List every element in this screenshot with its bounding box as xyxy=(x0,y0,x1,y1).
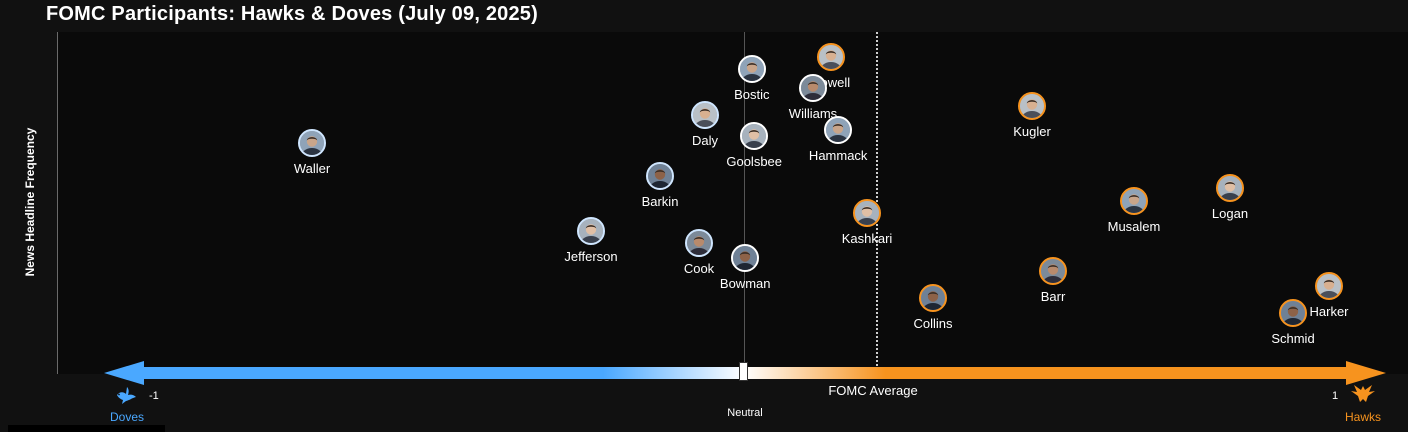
dove-arrow xyxy=(104,361,744,385)
neutral-marker xyxy=(739,362,748,381)
hawk-arrow xyxy=(744,361,1386,385)
left-tick-label: -1 xyxy=(149,390,159,402)
participant-name: Williams xyxy=(788,105,838,121)
participant-name: Collins xyxy=(913,316,953,332)
participant-name: Cook xyxy=(683,261,715,277)
y-axis-line xyxy=(57,32,58,374)
avatar xyxy=(919,284,947,313)
avatar xyxy=(1315,271,1343,300)
hawks-label: Hawks xyxy=(1345,410,1382,424)
participant-name: Harker xyxy=(1309,303,1349,319)
avatar xyxy=(1216,174,1244,203)
avatar xyxy=(685,229,713,258)
avatar xyxy=(853,198,881,227)
participant-name: Bostic xyxy=(734,87,770,103)
chart-title: FOMC Participants: Hawks & Doves (July 0… xyxy=(46,3,538,25)
participant-name: Logan xyxy=(1211,206,1249,222)
avatar xyxy=(731,244,760,273)
avatar xyxy=(817,43,845,72)
avatar xyxy=(691,101,719,130)
participant-name: Kugler xyxy=(1013,123,1051,139)
neutral-line xyxy=(744,32,745,374)
participant-name: Schmid xyxy=(1271,331,1315,347)
fomc-average-label: FOMC Average xyxy=(828,383,918,398)
avatar xyxy=(577,217,605,245)
participant-name: Barr xyxy=(1040,288,1066,304)
avatar xyxy=(1120,186,1148,215)
footer-bar xyxy=(8,425,165,432)
participant-name: Goolsbee xyxy=(726,154,783,170)
avatar xyxy=(1018,91,1046,120)
neutral-label: Neutral xyxy=(727,407,763,419)
participant-name: Hammack xyxy=(808,148,868,164)
fomc-average-line xyxy=(876,32,878,366)
avatar xyxy=(737,55,766,84)
participant-name: Musalem xyxy=(1107,218,1161,234)
participant-name: Waller xyxy=(293,160,331,176)
avatar xyxy=(1039,256,1067,285)
participant-name: Bowman xyxy=(719,276,771,292)
dove-icon xyxy=(117,387,136,404)
avatar xyxy=(799,73,827,102)
participant-name: Daly xyxy=(691,133,719,149)
avatar xyxy=(298,128,326,157)
avatar xyxy=(646,162,674,191)
participant-name: Kashkari xyxy=(841,230,893,246)
right-tick-label: 1 xyxy=(1332,390,1339,402)
avatar xyxy=(824,116,853,145)
avatar xyxy=(740,122,769,151)
participant-name: Jefferson xyxy=(564,249,618,264)
hawk-icon xyxy=(1351,385,1375,402)
avatar xyxy=(1279,299,1307,328)
doves-label: Doves xyxy=(110,410,145,424)
plot-area xyxy=(57,32,1408,374)
participant-name: Barkin xyxy=(641,194,679,210)
